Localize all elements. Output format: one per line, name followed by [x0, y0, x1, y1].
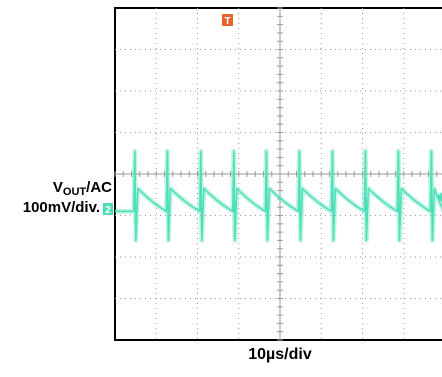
trigger-marker-label: T — [224, 16, 230, 27]
ripple-spike — [430, 151, 434, 241]
trigger-marker-box — [222, 14, 233, 26]
trigger-marker: T — [222, 14, 233, 27]
ylabel-sub: OUT — [62, 186, 87, 198]
ylabel-main: V — [52, 179, 63, 196]
y-axis-label: VOUT/AC — [0, 180, 112, 200]
ripple-spike — [200, 151, 203, 241]
channel-marker-label: 2 — [105, 205, 111, 216]
ripple-spike — [134, 151, 137, 241]
ripple-spike — [233, 151, 236, 241]
ripple-spike — [397, 151, 401, 241]
grid — [114, 7, 442, 341]
y-axis-scale: 100mV/div. — [22, 199, 100, 216]
ripple-spike — [166, 151, 170, 241]
ripple-spike — [298, 151, 302, 241]
ripple-spike — [331, 151, 335, 241]
ripple-spike — [265, 151, 269, 241]
ripple-spike — [364, 151, 368, 241]
channel-marker: 2 — [103, 203, 113, 216]
level-marker — [436, 192, 442, 202]
channel-marker-box — [103, 203, 113, 215]
ylabel-suffix: /AC — [86, 179, 112, 196]
x-axis-label: 10µs/div — [248, 346, 312, 363]
vout-trace — [115, 148, 442, 243]
vout-trace-line — [115, 150, 442, 242]
